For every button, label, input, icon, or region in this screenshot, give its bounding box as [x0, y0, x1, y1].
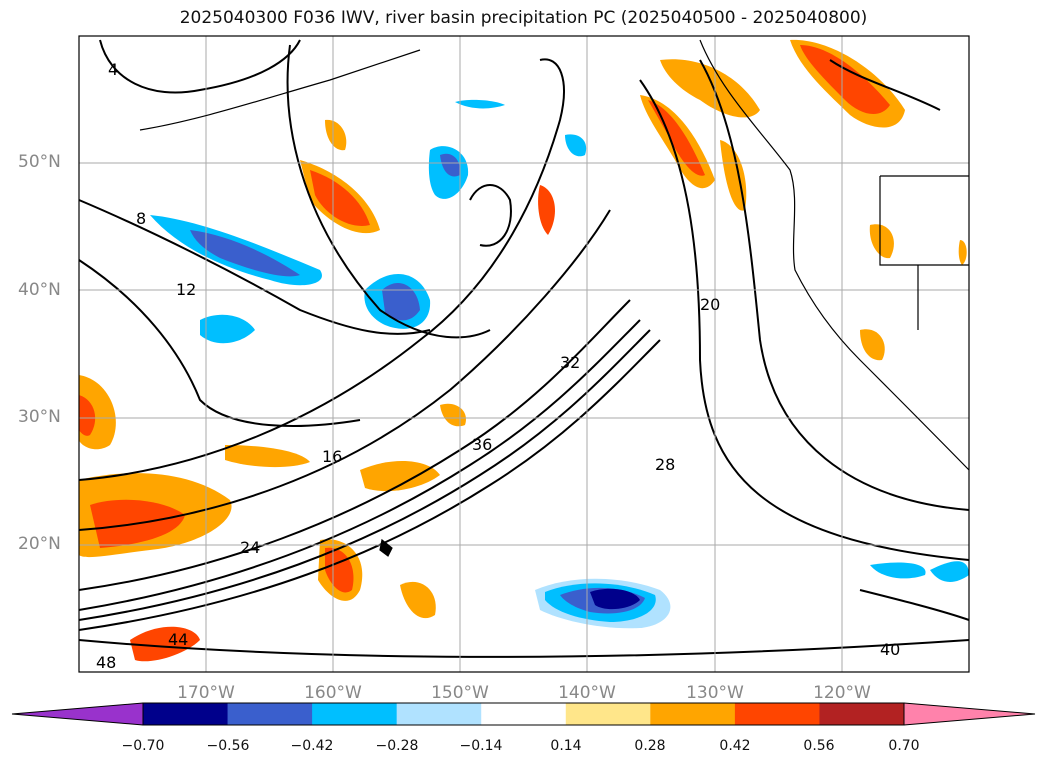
colorbar — [11, 702, 1036, 726]
graticule — [79, 36, 969, 672]
contour-label: 32 — [560, 353, 580, 372]
lat-label: 40°N — [18, 280, 61, 300]
colorbar-tick: 0.28 — [634, 738, 666, 754]
colorbar-tick: −0.28 — [375, 738, 419, 754]
lon-label: 170°W — [177, 683, 235, 703]
colorbar-tick: −0.56 — [206, 738, 250, 754]
contour-label: 4 — [108, 60, 118, 79]
contour-label: 8 — [136, 209, 146, 228]
lon-label: 140°W — [558, 683, 616, 703]
colorbar-tick: 0.70 — [888, 738, 920, 754]
colorbar-swatch — [143, 703, 229, 725]
precipitation-shading — [79, 39, 969, 662]
colorbar-tick: −0.14 — [459, 738, 503, 754]
contour-label: 16 — [322, 447, 342, 466]
lat-label: 30°N — [18, 407, 61, 427]
map-title: 2025040300 F036 IWV, river basin precipi… — [179, 8, 868, 28]
coastlines — [139, 39, 970, 557]
colorbar-swatch — [819, 703, 905, 725]
lon-label: 160°W — [304, 683, 362, 703]
colorbar-tick: 0.14 — [550, 738, 582, 754]
colorbar-swatch — [650, 703, 736, 725]
contour-label: 36 — [472, 435, 492, 454]
colorbar-swatch — [312, 703, 398, 725]
colorbar-swatch — [227, 703, 313, 725]
colorbar-tick: −0.42 — [290, 738, 334, 754]
lat-label: 20°N — [18, 534, 61, 554]
contour-label: 44 — [168, 630, 188, 649]
colorbar-swatch — [565, 703, 651, 725]
contour-label: 20 — [700, 295, 720, 314]
contour-label: 28 — [655, 455, 675, 474]
colorbar-tick: 0.56 — [803, 738, 835, 754]
lon-label: 120°W — [813, 683, 871, 703]
contour-label: 40 — [880, 640, 900, 659]
iwv-contours — [78, 39, 970, 658]
lon-label: 130°W — [686, 683, 744, 703]
contour-label: 12 — [176, 280, 196, 299]
lon-label: 150°W — [431, 683, 489, 703]
colorbar-tick: −0.70 — [121, 738, 165, 754]
colorbar-swatch — [481, 703, 567, 725]
contour-label: 48 — [96, 653, 116, 672]
colorbar-swatch — [396, 703, 482, 725]
lat-label: 50°N — [18, 152, 61, 172]
colorbar-tick: 0.42 — [719, 738, 751, 754]
contour-label: 24 — [240, 538, 260, 557]
colorbar-swatch — [734, 703, 820, 725]
